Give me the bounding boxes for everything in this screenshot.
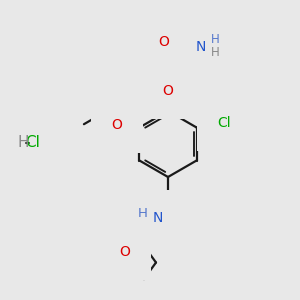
Text: H: H xyxy=(17,135,28,150)
Text: Cl: Cl xyxy=(218,116,231,130)
Text: O: O xyxy=(158,35,169,49)
Text: H: H xyxy=(211,33,220,46)
Text: Cl: Cl xyxy=(25,135,40,150)
Text: H: H xyxy=(138,207,148,220)
Text: N: N xyxy=(153,211,163,224)
Text: O: O xyxy=(119,245,130,259)
Text: O: O xyxy=(112,118,122,132)
Text: H: H xyxy=(211,46,220,59)
Text: O: O xyxy=(163,85,173,98)
Text: N: N xyxy=(196,40,206,54)
